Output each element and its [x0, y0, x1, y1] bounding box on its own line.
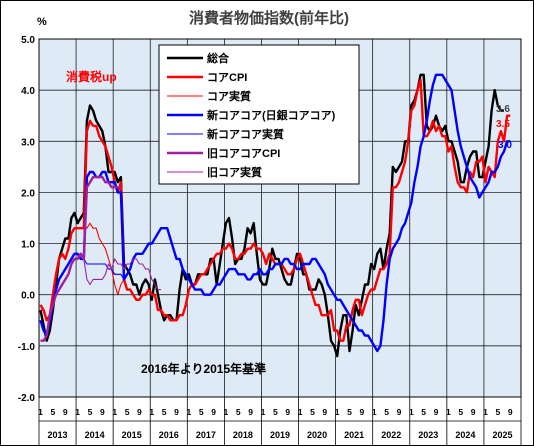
y-tick-label: 3.0	[21, 137, 35, 148]
end-label-core: 3.5	[496, 119, 510, 130]
year-label: 2018	[233, 430, 253, 440]
series-line-4	[39, 74, 511, 352]
month-tick-label: 1	[149, 407, 154, 417]
y-axis-unit: %	[37, 16, 47, 28]
month-tick-label: 5	[458, 407, 463, 417]
month-tick-label: 9	[471, 407, 476, 417]
y-tick-label: 4.0	[21, 86, 35, 97]
y-tick-label: -2.0	[18, 393, 36, 404]
month-tick-label: 5	[421, 407, 426, 417]
y-tick-label: 2.0	[21, 188, 35, 199]
year-label: 2016	[159, 430, 179, 440]
month-tick-label: 9	[174, 407, 179, 417]
month-tick-label: 9	[63, 407, 68, 417]
month-tick-label: 5	[199, 407, 204, 417]
year-label: 2013	[48, 430, 68, 440]
end-label-sogo: 3.6	[496, 104, 510, 115]
legend-label: 旧コアコアCPI	[207, 147, 280, 160]
legend-label: 新コアコア実質	[207, 127, 284, 141]
month-tick-label: 1	[261, 407, 266, 417]
month-tick-label: 9	[508, 407, 513, 417]
legend-label: 新コアコア(日銀コアコア)	[207, 108, 336, 122]
month-tick-label: 9	[360, 407, 365, 417]
y-tick-label: 5.0	[21, 35, 35, 46]
month-tick-label: 5	[162, 407, 167, 417]
year-label: 2021	[344, 430, 364, 440]
month-tick-label: 5	[236, 407, 241, 417]
month-tick-label: 9	[434, 407, 439, 417]
legend-label: コアCPI	[207, 71, 247, 84]
month-tick-label: 1	[446, 407, 451, 417]
month-tick-label: 9	[248, 407, 253, 417]
year-label: 2014	[85, 430, 105, 440]
year-label: 2025	[492, 430, 512, 440]
month-tick-label: 9	[100, 407, 105, 417]
year-label: 2019	[270, 430, 290, 440]
chart-title: 消費者物価指数(前年比)	[189, 9, 349, 27]
month-tick-label: 9	[211, 407, 216, 417]
y-tick-label: -1.0	[18, 342, 36, 353]
annotation-base-change: 2016年より2015年基準	[141, 361, 266, 376]
month-tick-label: 5	[310, 407, 315, 417]
month-tick-label: 1	[224, 407, 229, 417]
year-label: 2017	[196, 430, 216, 440]
year-label: 2015	[122, 430, 142, 440]
month-tick-label: 5	[51, 407, 56, 417]
y-tick-label: 1.0	[21, 240, 35, 251]
month-tick-label: 5	[347, 407, 352, 417]
annotation-tax-hike: 消費税up	[66, 69, 117, 84]
month-tick-label: 5	[384, 407, 389, 417]
month-tick-label: 9	[397, 407, 402, 417]
month-tick-label: 1	[372, 407, 377, 417]
month-tick-label: 1	[75, 407, 80, 417]
month-tick-label: 1	[38, 407, 43, 417]
month-tick-label: 1	[409, 407, 414, 417]
month-tick-label: 5	[88, 407, 93, 417]
year-label: 2023	[418, 430, 438, 440]
series-line-6	[40, 253, 161, 342]
month-tick-label: 1	[112, 407, 117, 417]
month-tick-label: 1	[335, 407, 340, 417]
month-tick-label: 9	[285, 407, 290, 417]
month-tick-label: 1	[298, 407, 303, 417]
y-tick-label: 0.0	[21, 291, 35, 302]
month-tick-label: 5	[125, 407, 130, 417]
month-tick-label: 1	[186, 407, 191, 417]
month-tick-label: 5	[273, 407, 278, 417]
legend-label: コア実質	[207, 89, 251, 103]
legend-label: 総合	[207, 51, 230, 65]
year-label: 2020	[307, 430, 327, 440]
month-tick-label: 1	[483, 407, 488, 417]
month-tick-label: 9	[137, 407, 142, 417]
month-tick-label: 9	[322, 407, 327, 417]
end-label-newcore: 3.0	[498, 140, 512, 151]
legend-label: 旧コア実質	[207, 165, 262, 179]
year-label: 2022	[381, 430, 401, 440]
month-tick-label: 5	[495, 407, 500, 417]
year-label: 2024	[455, 430, 475, 440]
